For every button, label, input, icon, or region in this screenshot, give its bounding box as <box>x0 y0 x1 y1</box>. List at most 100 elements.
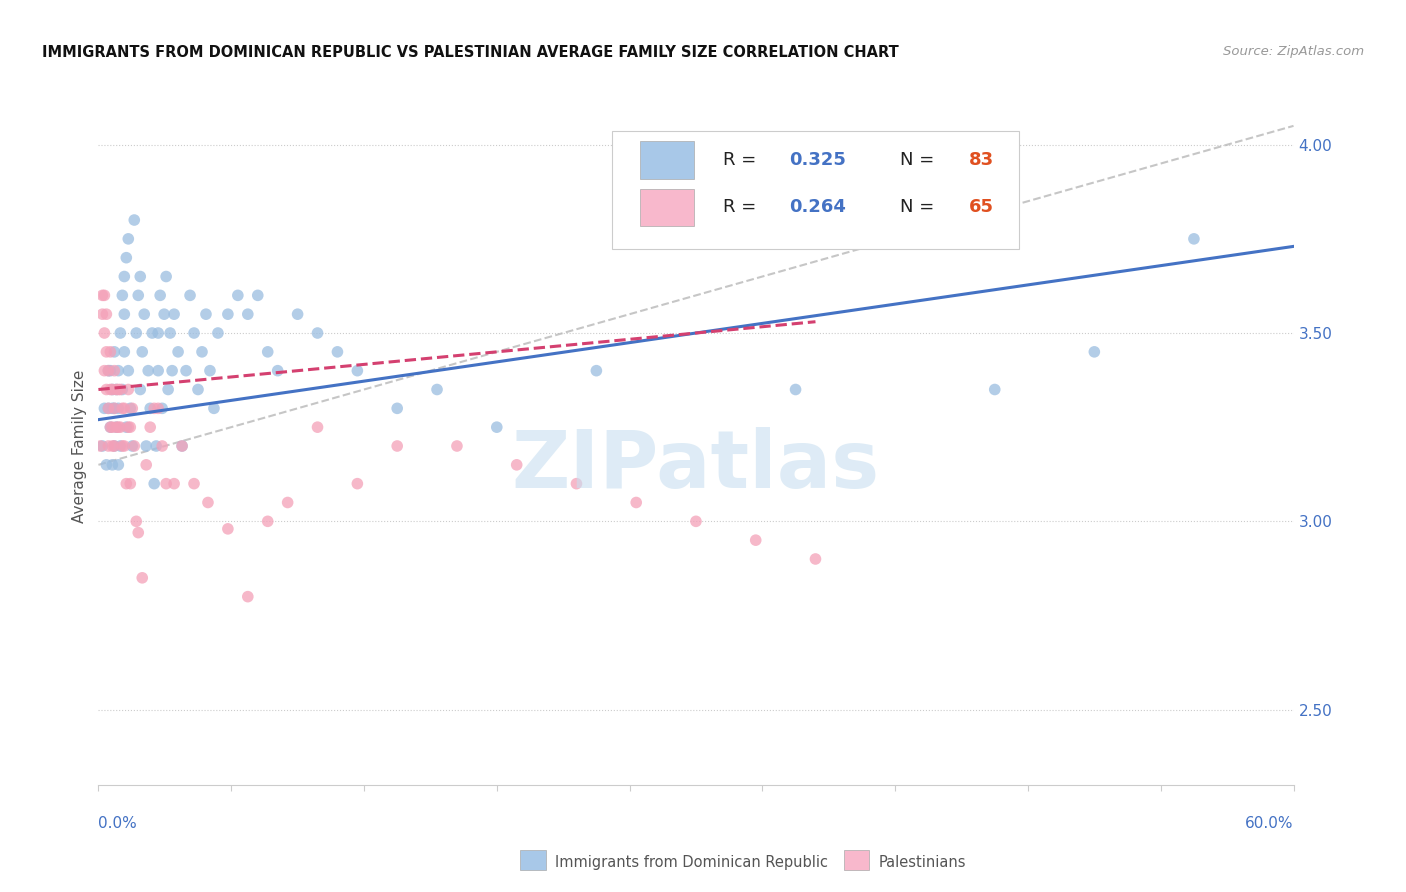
Point <box>117 420 139 434</box>
Point <box>120 420 142 434</box>
Point <box>157 383 180 397</box>
Text: N =: N = <box>900 151 941 169</box>
Text: 60.0%: 60.0% <box>1246 816 1294 831</box>
Point <box>105 420 128 434</box>
Point <box>98 420 122 434</box>
Text: Immigrants from Dominican Republic: Immigrants from Dominican Republic <box>555 855 828 870</box>
FancyBboxPatch shape <box>640 141 693 178</box>
Point <box>101 401 124 416</box>
Point <box>103 439 125 453</box>
Y-axis label: Average Family Size: Average Family Size <box>72 369 87 523</box>
Point <box>112 439 135 453</box>
Point <box>191 344 214 359</box>
Point <box>105 383 128 397</box>
Point <box>160 364 183 378</box>
Point <box>107 364 129 378</box>
Text: 0.325: 0.325 <box>789 151 846 169</box>
Point <box>111 383 134 397</box>
Point <box>129 269 152 284</box>
Point <box>446 439 468 453</box>
Point <box>167 344 190 359</box>
Point <box>195 307 218 321</box>
Point <box>93 326 115 340</box>
Point <box>277 495 299 509</box>
Point <box>112 344 135 359</box>
Point <box>98 383 122 397</box>
Point <box>112 307 135 321</box>
Point <box>187 383 209 397</box>
Point <box>785 383 807 397</box>
Point <box>103 344 125 359</box>
Point <box>804 552 827 566</box>
Point <box>134 307 156 321</box>
Point <box>101 383 124 397</box>
Point <box>685 514 707 528</box>
Point <box>148 401 170 416</box>
Point <box>1182 232 1205 246</box>
Point <box>97 364 120 378</box>
Point <box>115 476 138 491</box>
Text: 65: 65 <box>969 198 994 217</box>
Point <box>141 326 163 340</box>
Point <box>110 439 132 453</box>
Point <box>153 307 176 321</box>
Point <box>131 344 153 359</box>
Point <box>172 439 194 453</box>
Point <box>120 476 142 491</box>
Point <box>143 401 166 416</box>
Point <box>246 288 269 302</box>
Point <box>97 439 120 453</box>
Point <box>117 364 139 378</box>
Point <box>256 514 278 528</box>
Point <box>121 401 143 416</box>
Point <box>98 344 122 359</box>
Text: R =: R = <box>724 151 762 169</box>
Point <box>97 364 120 378</box>
Point <box>103 439 125 453</box>
Point <box>91 307 114 321</box>
Point <box>125 514 148 528</box>
Point <box>155 476 177 491</box>
Point <box>197 495 219 509</box>
Point <box>111 439 134 453</box>
Point <box>111 288 134 302</box>
Point <box>150 439 173 453</box>
Point <box>112 269 135 284</box>
Point <box>117 383 139 397</box>
Point <box>117 232 139 246</box>
Point <box>256 344 278 359</box>
Point <box>107 420 129 434</box>
Point <box>984 383 1007 397</box>
Point <box>110 420 132 434</box>
Point <box>93 288 115 302</box>
Point <box>565 476 588 491</box>
Point <box>93 401 115 416</box>
Text: R =: R = <box>724 198 762 217</box>
Point <box>307 420 329 434</box>
Point <box>139 420 162 434</box>
Point <box>155 269 177 284</box>
FancyBboxPatch shape <box>613 131 1019 250</box>
Point <box>217 522 239 536</box>
Point <box>426 383 449 397</box>
Point <box>236 307 259 321</box>
Point <box>226 288 249 302</box>
Point <box>139 401 162 416</box>
Point <box>287 307 309 321</box>
Point <box>150 401 173 416</box>
Text: 0.0%: 0.0% <box>98 816 138 831</box>
Point <box>307 326 329 340</box>
Text: Palestinians: Palestinians <box>879 855 966 870</box>
Bar <box>520 850 546 870</box>
Text: N =: N = <box>900 198 941 217</box>
Point <box>98 364 122 378</box>
Point <box>97 401 120 416</box>
Point <box>207 326 229 340</box>
Point <box>105 383 128 397</box>
Point <box>107 458 129 472</box>
Text: IMMIGRANTS FROM DOMINICAN REPUBLIC VS PALESTINIAN AVERAGE FAMILY SIZE CORRELATIO: IMMIGRANTS FROM DOMINICAN REPUBLIC VS PA… <box>42 45 898 60</box>
Point <box>135 439 157 453</box>
Point <box>97 401 120 416</box>
Point <box>101 439 124 453</box>
Point <box>163 476 186 491</box>
